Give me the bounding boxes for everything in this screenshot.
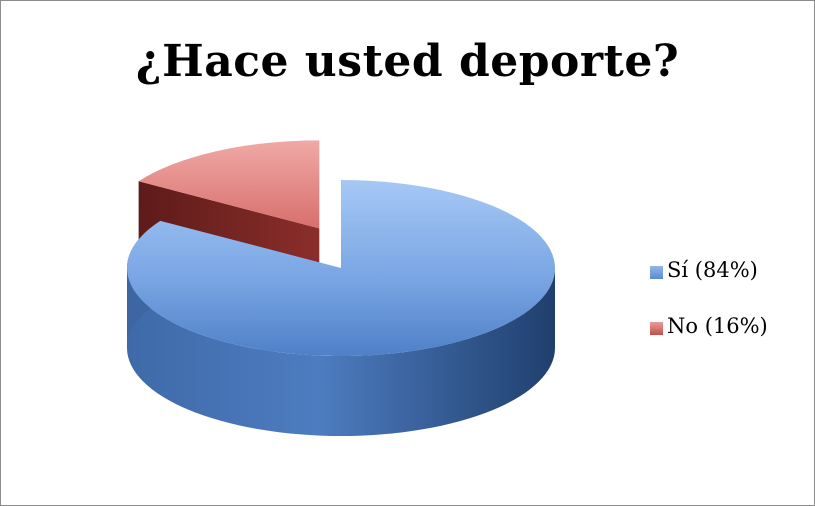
chart-title: ¿Hace usted deporte? xyxy=(135,36,680,87)
pie-slice-si-top xyxy=(126,180,555,356)
legend-label-no: No (16%) xyxy=(667,314,768,338)
pie-slice-si-side xyxy=(127,268,555,436)
legend-swatch-si xyxy=(650,266,663,279)
legend-swatch-no xyxy=(650,322,663,335)
pie-slice-no-top xyxy=(138,140,320,229)
legend-label-si: Sí (84%) xyxy=(667,258,758,282)
